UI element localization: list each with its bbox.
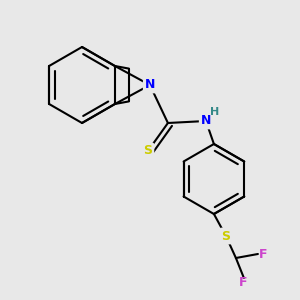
Text: F: F [239, 277, 247, 290]
Text: F: F [259, 248, 267, 260]
Text: N: N [201, 115, 211, 128]
Text: S: S [143, 145, 152, 158]
Text: S: S [221, 230, 230, 242]
Text: H: H [210, 107, 220, 117]
Text: N: N [145, 79, 155, 92]
